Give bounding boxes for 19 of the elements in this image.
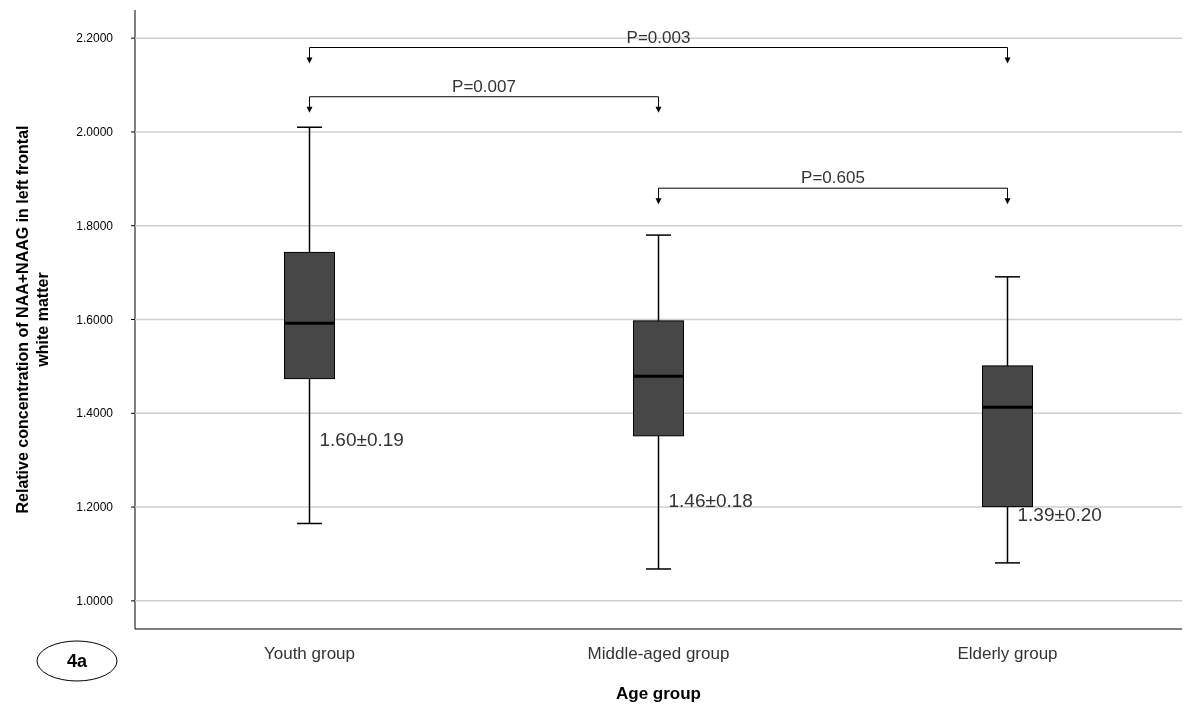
annotation: P=0.007 <box>452 76 516 96</box>
text: 4a <box>66 651 88 671</box>
annotation: 1.46±0.18 <box>668 490 753 512</box>
annotation: P=0.003 <box>626 27 691 47</box>
annotation: 1.39±0.20 <box>1017 504 1102 526</box>
x-tick-label: Middle-aged group <box>587 644 730 663</box>
y-tick-label: 1.8000 <box>76 218 114 233</box>
y-tick-label: 1.6000 <box>76 312 114 327</box>
y-tick-label: 1.2000 <box>76 500 114 515</box>
y-tick-label: 2.0000 <box>76 125 114 140</box>
y-tick-label: 2.2000 <box>76 31 114 46</box>
annotation: P=0.605 <box>801 168 865 188</box>
y-tick-label: 1.0000 <box>76 594 114 609</box>
y-axis-title: Relative concentration of NAA+NAAG in left frontal white matter <box>14 125 51 514</box>
x-axis-title: Age group <box>616 684 701 703</box>
y-tick-label: 1.4000 <box>76 406 114 421</box>
annotation: 1.60±0.19 <box>319 429 404 451</box>
x-tick-label: Elderly group <box>957 644 1058 663</box>
x-tick-label: Youth group <box>263 644 356 663</box>
